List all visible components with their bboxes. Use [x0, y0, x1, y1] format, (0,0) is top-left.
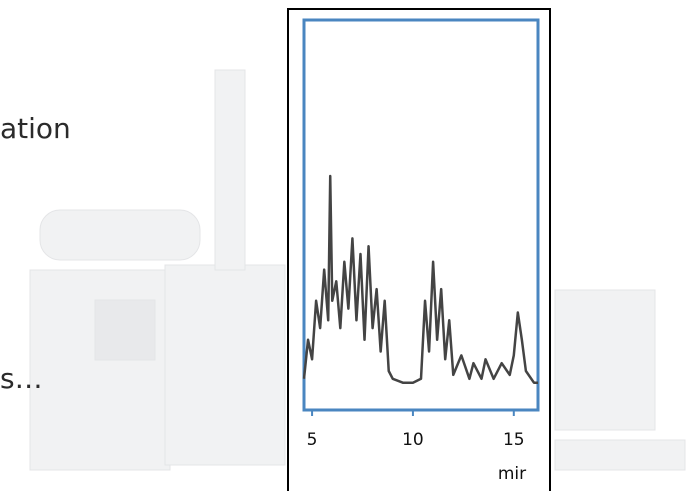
x-tick-label: 10	[402, 430, 424, 450]
plot-frame	[302, 18, 540, 412]
slide-text: ation	[0, 112, 71, 145]
inset-frame	[287, 8, 551, 495]
x-axis-label: mir	[498, 464, 526, 484]
background-instrument	[29, 69, 686, 471]
chart: 5 10 15 mir	[302, 18, 540, 484]
line	[302, 174, 538, 384]
slide-text: s…	[0, 362, 43, 395]
x-tick-label: 5	[307, 430, 318, 450]
x-tick-label: 15	[503, 430, 525, 450]
